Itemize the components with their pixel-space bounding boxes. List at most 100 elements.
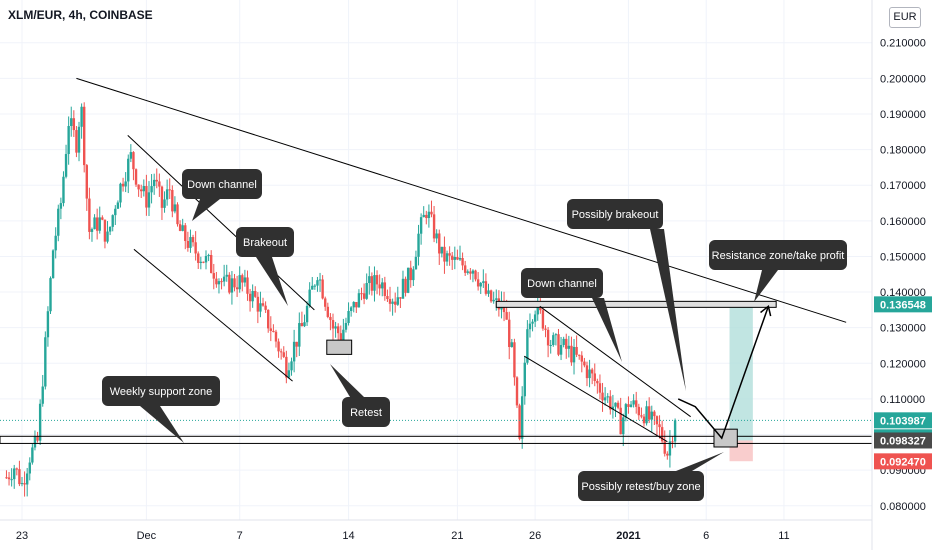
- symbol-title[interactable]: XLM/EUR, 4h, COINBASE: [8, 8, 153, 22]
- price-tick-label: 0.190000: [880, 109, 926, 121]
- candle-body: [331, 320, 335, 329]
- candle-body: [461, 258, 464, 266]
- callout-box: [102, 376, 220, 406]
- candle-body: [101, 217, 104, 220]
- callout-label: Brakeout: [243, 237, 287, 249]
- candle-body: [62, 176, 65, 204]
- candle-body: [505, 312, 508, 320]
- callout-tail: [192, 199, 220, 221]
- time-tick-label: 26: [529, 530, 541, 542]
- callout-brakeout: Brakeout: [236, 227, 294, 306]
- candle-body: [471, 270, 475, 274]
- price-axis[interactable]: 0.0800000.0900000.1000000.1100000.120000…: [871, 0, 926, 550]
- retest-box: [326, 339, 353, 355]
- candle-body: [41, 386, 44, 404]
- candle-body: [627, 404, 630, 407]
- candle-body: [5, 477, 8, 479]
- candle-body: [134, 169, 138, 185]
- candle-body: [267, 309, 270, 329]
- candle-body: [197, 253, 200, 263]
- candle-body: [508, 319, 511, 347]
- candle-body: [326, 306, 330, 317]
- callout-tail: [754, 270, 778, 302]
- callout-down-channel-2: Down channel: [521, 268, 622, 362]
- candle-body: [248, 293, 252, 302]
- callout-box: [342, 397, 390, 427]
- price-tick-label: 0.170000: [880, 180, 926, 192]
- candle-body: [10, 479, 13, 481]
- candle-body: [246, 277, 249, 294]
- candle-body: [44, 337, 47, 387]
- callout-weekly-support-zone: Weekly support zone: [102, 376, 220, 443]
- candle-body: [7, 477, 11, 480]
- candle-body: [64, 154, 68, 177]
- price-tick-label: 0.140000: [880, 287, 926, 299]
- candle-body: [614, 402, 617, 407]
- time-tick-label: 2021: [616, 530, 640, 542]
- candle-body: [49, 278, 52, 312]
- candle-body: [251, 291, 254, 302]
- candle-body: [119, 183, 122, 203]
- candle-body: [635, 400, 638, 407]
- support-badge-label: 0.098327: [880, 435, 926, 447]
- take-profit-zone: [729, 304, 753, 441]
- candle-body: [287, 370, 291, 378]
- candle-body: [668, 441, 672, 456]
- candle-body: [616, 402, 620, 408]
- candle-body: [106, 231, 109, 242]
- candle-body: [552, 335, 555, 345]
- candle-body: [510, 342, 514, 347]
- candle-body: [313, 285, 317, 287]
- candle-body: [145, 186, 148, 208]
- candle-body: [489, 290, 493, 302]
- candle-body: [445, 253, 449, 262]
- trendline-drawings[interactable]: [76, 77, 847, 448]
- candle-body: [533, 314, 537, 322]
- candle-body: [653, 411, 656, 417]
- candle-body: [406, 267, 410, 293]
- candle-body: [458, 258, 462, 260]
- price-tick-label: 0.130000: [880, 323, 926, 335]
- candle-body: [142, 186, 146, 192]
- candle-body: [422, 214, 425, 218]
- callout-label: Weekly support zone: [110, 386, 213, 398]
- candle-body: [342, 329, 345, 341]
- price-tick-label: 0.180000: [880, 145, 926, 157]
- time-axis[interactable]: 23 Dec 7 14 21 26 2021 6 11: [0, 519, 872, 542]
- candle-body: [176, 204, 179, 225]
- candle-body: [526, 329, 529, 363]
- candle-body: [168, 189, 171, 191]
- annotation-callouts[interactable]: Down channel Brakeout Retest Weekly support…: [102, 169, 847, 501]
- candle-body: [673, 420, 677, 442]
- candle-body: [28, 462, 31, 474]
- candle-body: [111, 215, 114, 227]
- candle-body: [191, 237, 195, 243]
- candle-body: [344, 322, 348, 330]
- candle-body: [51, 250, 55, 279]
- candle-body: [596, 380, 599, 384]
- candle-body: [88, 198, 91, 232]
- price-tick-label: 0.160000: [880, 216, 926, 228]
- candle-body: [108, 226, 112, 232]
- price-tick-label: 0.200000: [880, 73, 926, 85]
- callout-box: [236, 227, 294, 257]
- candle-body: [378, 284, 381, 289]
- candle-body: [220, 281, 223, 283]
- price-tick-label: 0.210000: [880, 38, 926, 50]
- candle-body: [129, 152, 133, 159]
- candle-body: [482, 281, 485, 283]
- callout-label: Down channel: [187, 179, 257, 191]
- candle-body: [388, 299, 392, 304]
- candle-body: [370, 276, 374, 291]
- currency-button[interactable]: EUR: [889, 7, 921, 28]
- candle-body: [80, 106, 83, 127]
- candle-body: [163, 199, 166, 208]
- candle-body: [606, 396, 609, 398]
- candle-body: [199, 261, 203, 263]
- callout-tail: [592, 298, 622, 362]
- time-tick-label: 6: [703, 530, 709, 542]
- candle-body: [204, 256, 208, 263]
- candle-body: [238, 275, 241, 290]
- candle-body: [308, 289, 311, 306]
